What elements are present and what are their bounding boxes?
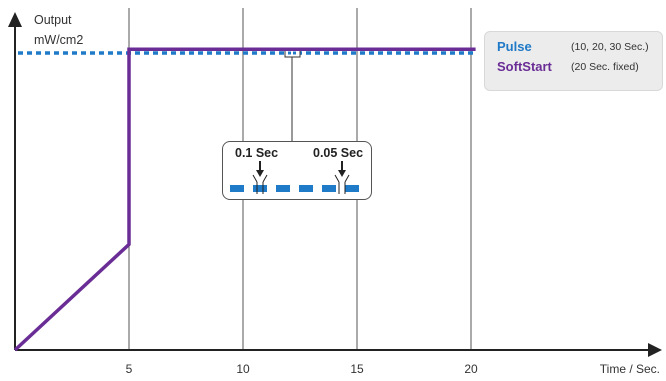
x-tick-label-5: 5 bbox=[126, 362, 133, 376]
callout-bracket-off-left bbox=[334, 174, 340, 183]
legend: Pulse (10, 20, 30 Sec.) SoftStart (20 Se… bbox=[484, 31, 663, 91]
series-softstart-line bbox=[13, 47, 476, 352]
callout-svg bbox=[230, 161, 359, 194]
pulse-detail-callout: 0.1 Sec 0.05 Sec bbox=[222, 141, 372, 200]
x-tick-label-20: 20 bbox=[464, 362, 478, 376]
legend-note-softstart: (20 Sec. fixed) bbox=[571, 61, 639, 73]
x-tick-label-15: 15 bbox=[350, 362, 364, 376]
callout-label-off: 0.05 Sec bbox=[313, 146, 364, 160]
y-axis-label-line1: Output bbox=[34, 13, 72, 27]
callout-pulse-segment bbox=[253, 185, 267, 192]
callout-bracket-on-left bbox=[252, 174, 258, 183]
callout-bracket-on-right bbox=[262, 174, 268, 183]
callout-pulse-segment bbox=[322, 185, 336, 192]
x-axis-arrow bbox=[648, 343, 662, 357]
y-axis-label-line2: mW/cm2 bbox=[34, 33, 83, 47]
callout-pulse-segment bbox=[345, 185, 359, 192]
callout-pulse-segment bbox=[299, 185, 313, 192]
x-tick-label-10: 10 bbox=[236, 362, 250, 376]
callout-pulse-segment bbox=[276, 185, 290, 192]
legend-label-softstart: SoftStart bbox=[497, 59, 552, 74]
callout-label-on: 0.1 Sec bbox=[235, 146, 279, 160]
x-axis-label: Time / Sec. bbox=[600, 362, 660, 376]
callout-arrow-off-head bbox=[338, 170, 346, 177]
legend-note-pulse: (10, 20, 30 Sec.) bbox=[571, 41, 649, 53]
callout-arrow-on-head bbox=[256, 170, 264, 177]
callout-pulse-segment bbox=[230, 185, 244, 192]
y-axis-arrow bbox=[8, 12, 22, 27]
callout-bracket-off-right bbox=[344, 174, 350, 183]
legend-label-pulse: Pulse bbox=[497, 39, 532, 54]
